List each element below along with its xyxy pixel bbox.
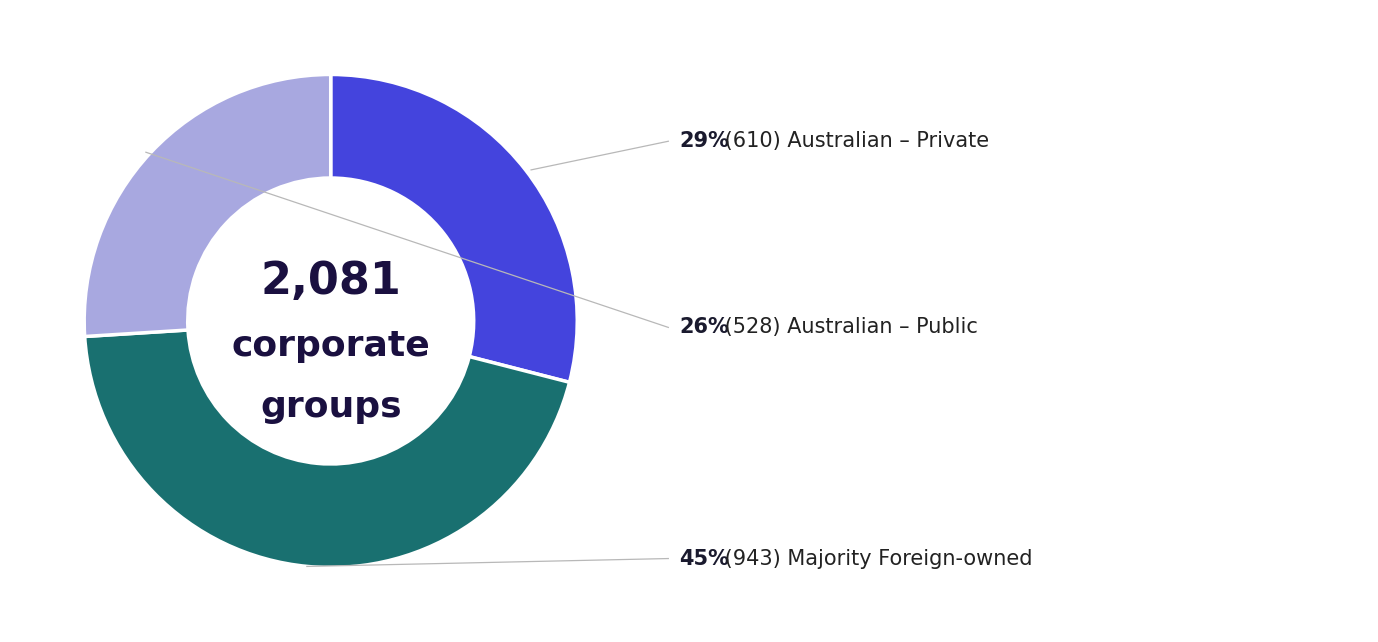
Text: (610) Australian – Private: (610) Australian – Private — [718, 131, 989, 152]
Wedge shape — [84, 330, 569, 568]
Text: 45%: 45% — [679, 548, 729, 569]
Text: (943) Majority Foreign-owned: (943) Majority Foreign-owned — [718, 548, 1032, 569]
Text: 2,081: 2,081 — [260, 260, 401, 303]
Text: corporate: corporate — [232, 329, 430, 363]
Text: 26%: 26% — [679, 317, 729, 338]
Text: (528) Australian – Public: (528) Australian – Public — [718, 317, 978, 338]
Text: 29%: 29% — [679, 131, 729, 152]
Text: groups: groups — [260, 390, 401, 424]
Wedge shape — [331, 74, 577, 382]
Wedge shape — [84, 74, 331, 336]
